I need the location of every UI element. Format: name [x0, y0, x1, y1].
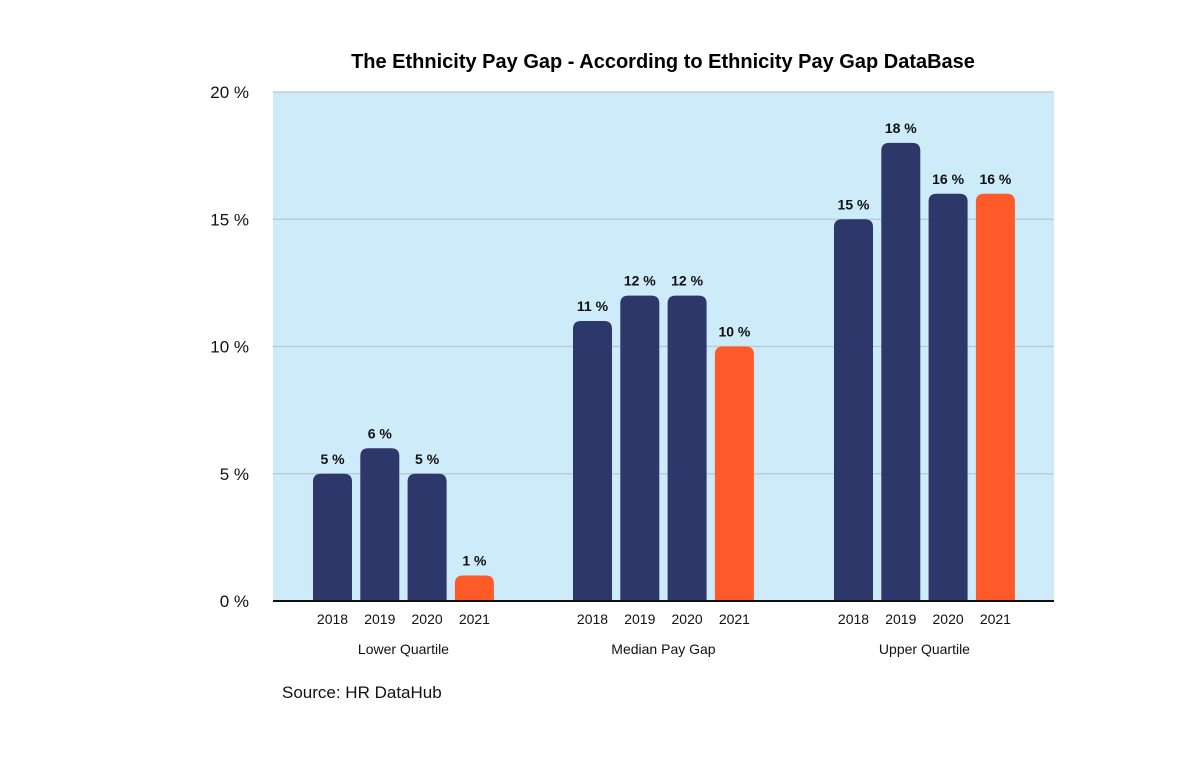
data-label: 1 %	[462, 553, 487, 569]
group-label: Lower Quartile	[358, 641, 449, 657]
x-tick-label: 2019	[364, 611, 395, 627]
bar-upper-quartile-2021	[975, 193, 1015, 602]
group-labels: Lower Quartile Median Pay Gap Upper Quarti…	[358, 641, 970, 657]
group-label: Upper Quartile	[879, 641, 970, 657]
y-tick-label: 0 %	[220, 592, 249, 611]
data-labels: 5 % 6 % 5 % 1 % 11 % 12 % 12 % 10 % 15 % 18 % 16 %…	[320, 120, 1011, 569]
x-tick-label: 2020	[672, 611, 703, 627]
data-label: 18 %	[885, 120, 917, 136]
data-label: 5 %	[415, 451, 440, 467]
y-axis-ticks: 0 % 5 % 10 % 15 % 20 %	[210, 83, 249, 611]
x-tick-label: 2019	[885, 611, 916, 627]
y-tick-label: 5 %	[220, 465, 249, 484]
data-label: 16 %	[979, 171, 1011, 187]
y-tick-label: 15 %	[210, 210, 249, 229]
x-tick-label: 2021	[719, 611, 750, 627]
bar-upper-quartile-2019	[881, 142, 921, 601]
data-label: 11 %	[577, 298, 609, 314]
source-note: Source: HR DataHub	[282, 683, 442, 702]
x-tick-label: 2018	[317, 611, 348, 627]
x-tick-label: 2018	[838, 611, 869, 627]
chart-title: The Ethnicity Pay Gap - According to Eth…	[351, 51, 975, 73]
x-tick-label: 2018	[577, 611, 608, 627]
y-tick-label: 10 %	[210, 338, 249, 357]
data-label: 16 %	[932, 171, 964, 187]
x-tick-label: 2021	[459, 611, 490, 627]
bar-median-pay-gap-2018	[573, 321, 612, 601]
data-label: 12 %	[671, 273, 703, 289]
y-tick-label: 20 %	[210, 83, 249, 102]
bar-lower-quartile-2021	[454, 575, 494, 601]
bar-upper-quartile-2018	[834, 219, 873, 601]
data-label: 6 %	[368, 425, 393, 441]
bar-median-pay-gap-2021	[714, 346, 754, 601]
data-label: 12 %	[624, 273, 656, 289]
bars	[313, 142, 1015, 602]
bar-median-pay-gap-2019	[620, 295, 660, 601]
bar-upper-quartile-2020	[928, 193, 968, 602]
bar-lower-quartile-2018	[313, 473, 352, 601]
data-label: 5 %	[320, 451, 345, 467]
x-axis-ticks: 2018 2019 2020 2021 2018 2019 2020 2021 2018 2019…	[317, 611, 1011, 627]
bar-lower-quartile-2019	[360, 448, 400, 601]
x-tick-label: 2019	[624, 611, 655, 627]
bar-median-pay-gap-2020	[667, 295, 707, 601]
x-tick-label: 2020	[933, 611, 964, 627]
data-label: 15 %	[838, 196, 870, 212]
x-tick-label: 2020	[412, 611, 443, 627]
x-tick-label: 2021	[980, 611, 1011, 627]
gridlines	[273, 91, 1054, 475]
group-label: Median Pay Gap	[611, 641, 715, 657]
data-label: 10 %	[718, 324, 750, 340]
bar-lower-quartile-2020	[407, 473, 447, 601]
